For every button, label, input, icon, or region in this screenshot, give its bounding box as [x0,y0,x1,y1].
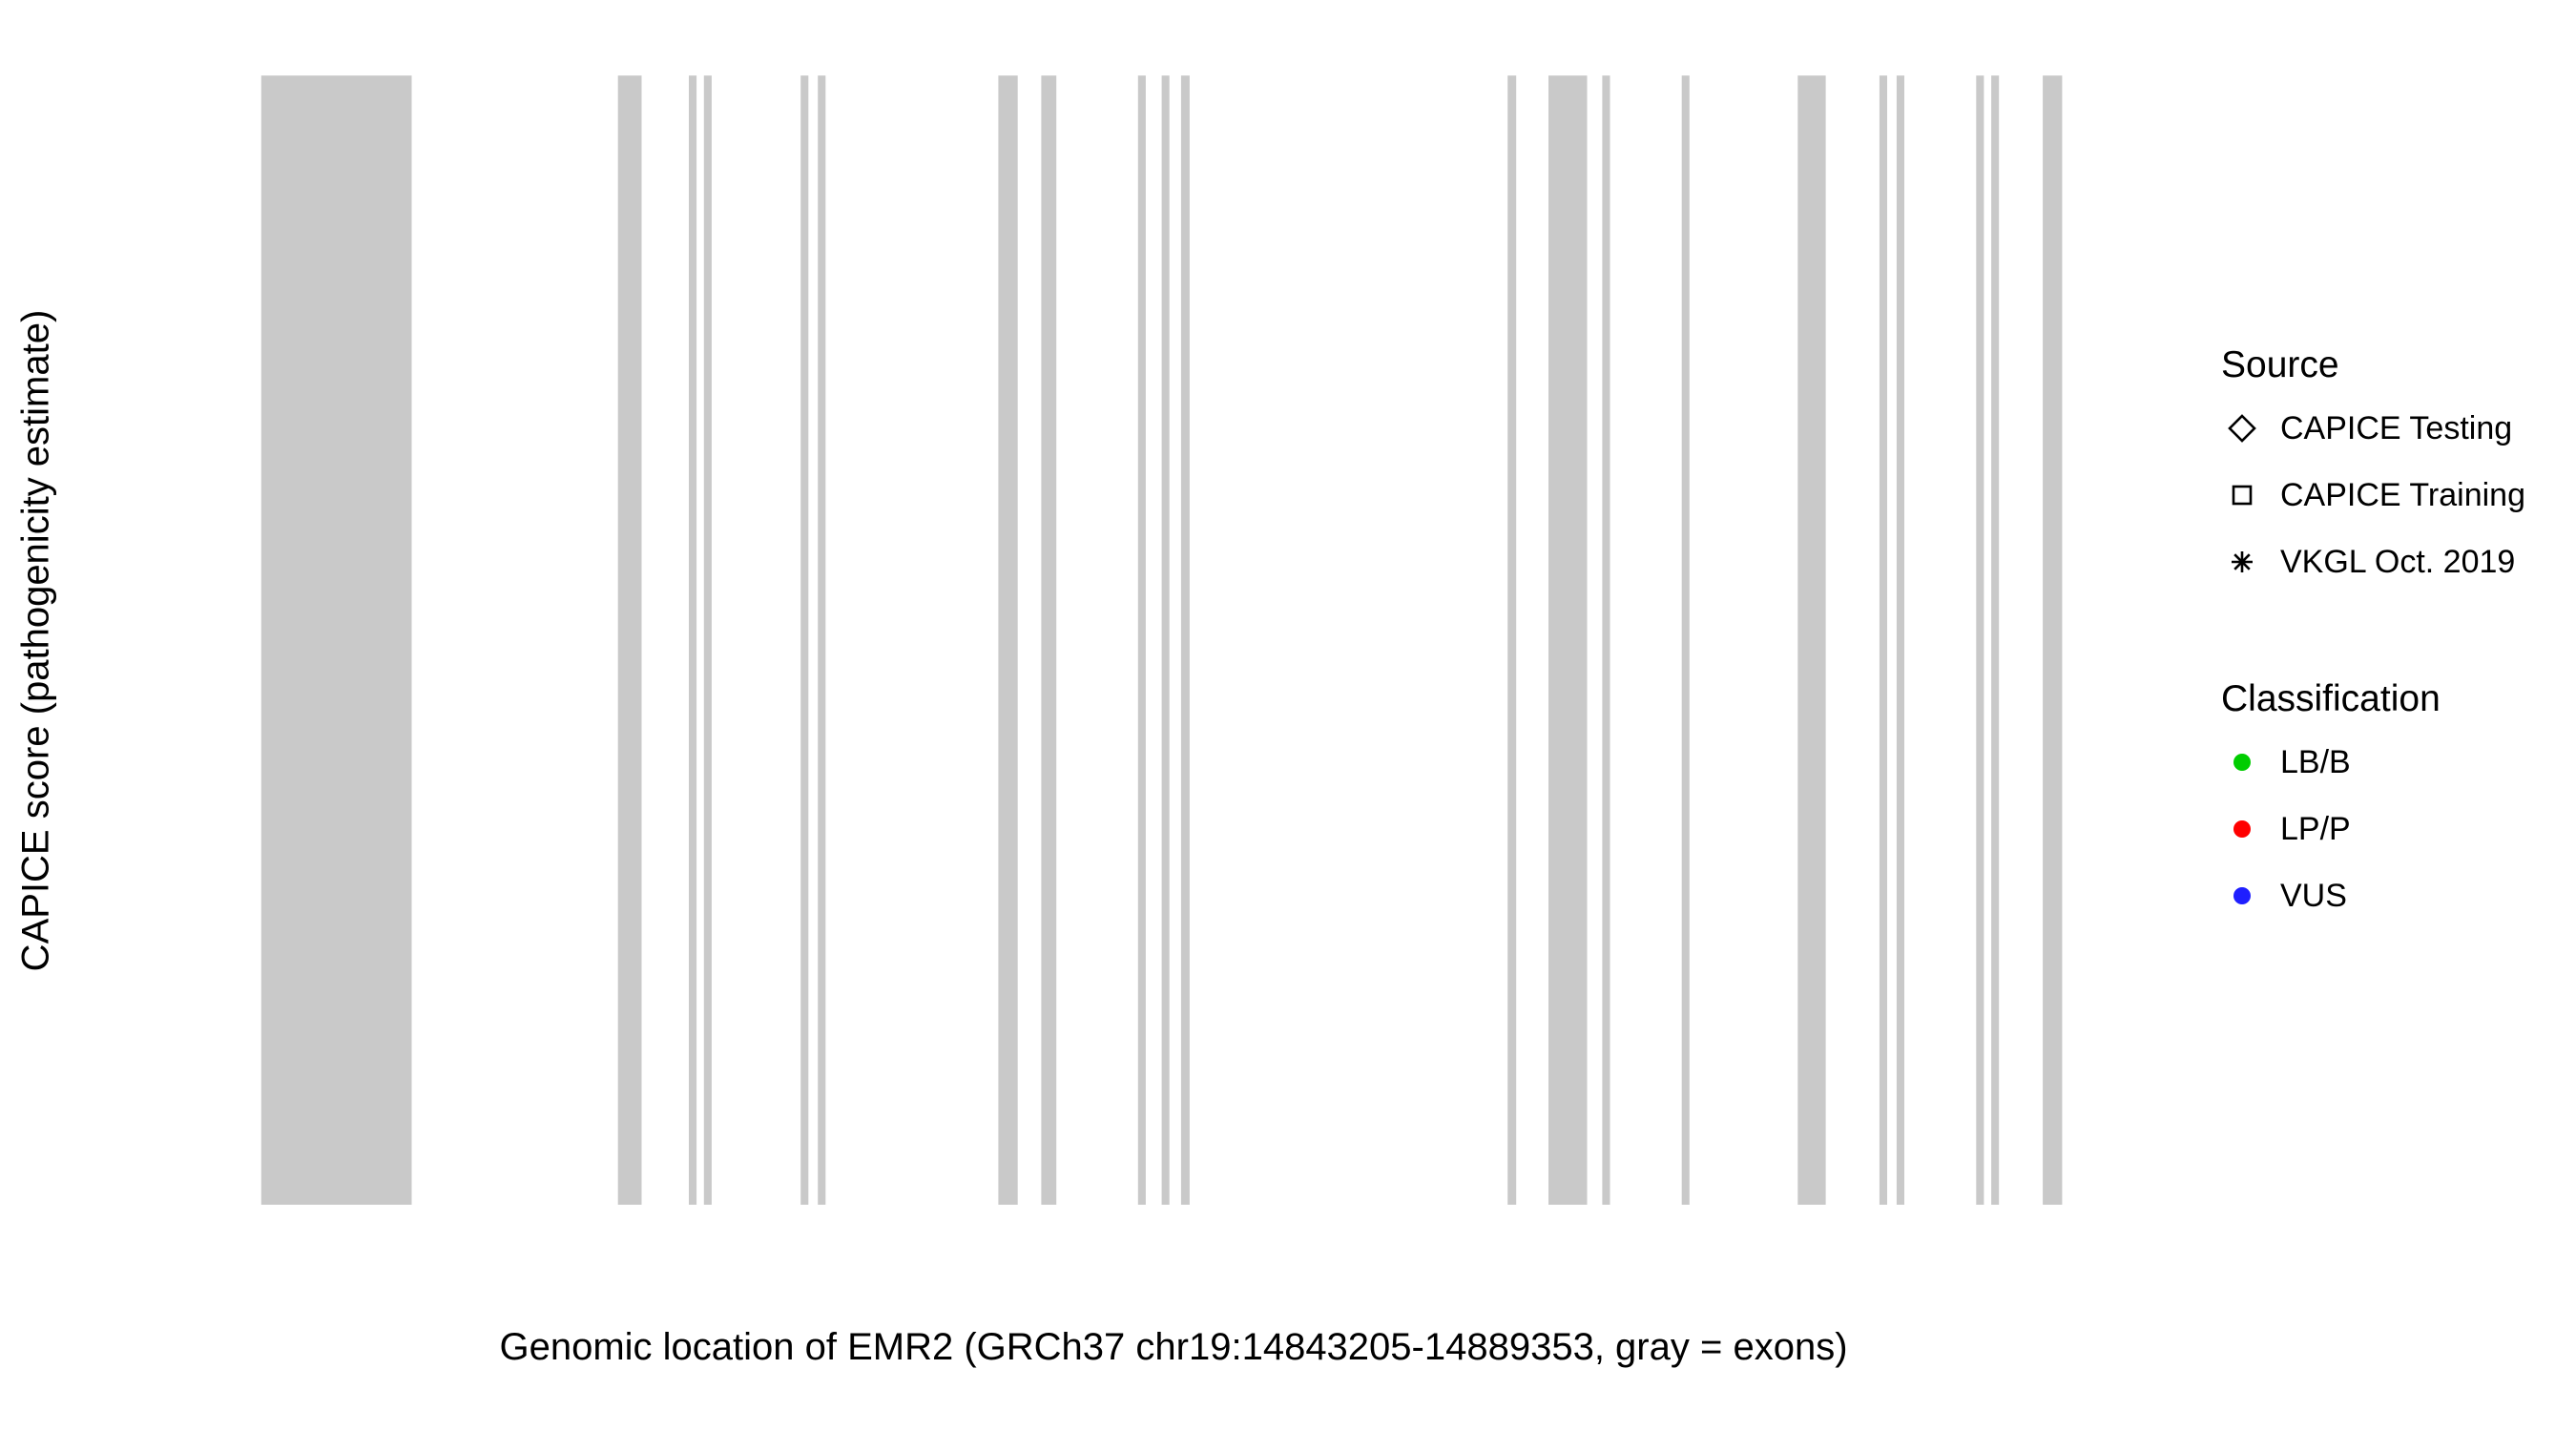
legend-item-capice-testing: CAPICE Testing [2221,395,2525,462]
legend-item-vkgl: VKGL Oct. 2019 [2221,529,2525,595]
legend-item-capice-training: CAPICE Training [2221,462,2525,529]
exon-band [1681,75,1690,1205]
y-axis-title: CAPICE score (pathogenicity estimate) [14,309,57,971]
exon-band [1991,75,2000,1205]
exon-band [1602,75,1610,1205]
diamond-open-icon [2228,414,2256,443]
exon-band [617,75,642,1205]
red-dot-icon [2233,820,2251,838]
legend-label: CAPICE Training [2280,476,2525,513]
legend-label: LP/P [2280,810,2351,847]
exon-band [998,75,1018,1205]
legend-item-lbb: LB/B [2221,729,2525,796]
exon-band [1797,75,1826,1205]
exon-band [1041,75,1057,1205]
exon-band [689,75,697,1205]
exon-band [1180,75,1190,1205]
asterisk-icon [2232,551,2253,572]
exon-band [1879,75,1887,1205]
legend-classification-title: Classification [2221,678,2441,719]
exon-band [1161,75,1170,1205]
legend-label: VKGL Oct. 2019 [2280,543,2516,580]
exon-band [1548,75,1588,1205]
square-open-icon [2232,485,2253,506]
exon-band [1976,75,1984,1205]
exon-band [703,75,712,1205]
exon-band [1896,75,1904,1205]
legend-item-lpp: LP/P [2221,796,2525,862]
legend-item-vus: VUS [2221,862,2525,929]
green-dot-icon [2233,754,2251,771]
plot-panel [186,19,2161,1261]
legend: Source CAPICE Testing CAPICE Training VK… [2221,336,2525,929]
legend-source-section: Source CAPICE Testing CAPICE Training VK… [2221,336,2525,595]
exon-band [260,75,412,1205]
legend-label: CAPICE Testing [2280,409,2513,446]
exon-band [800,75,809,1205]
x-axis-title: Genomic location of EMR2 (GRCh37 chr19:1… [499,1326,1848,1368]
exon-band [1507,75,1517,1205]
legend-label: VUS [2280,877,2347,914]
blue-dot-icon [2233,887,2251,904]
legend-classification-section: Classification LB/B LP/P VUS [2221,670,2525,929]
legend-source-title: Source [2221,344,2339,385]
exon-band [818,75,826,1205]
exon-band [1137,75,1146,1205]
exon-band [2043,75,2063,1205]
legend-label: LB/B [2280,743,2351,780]
